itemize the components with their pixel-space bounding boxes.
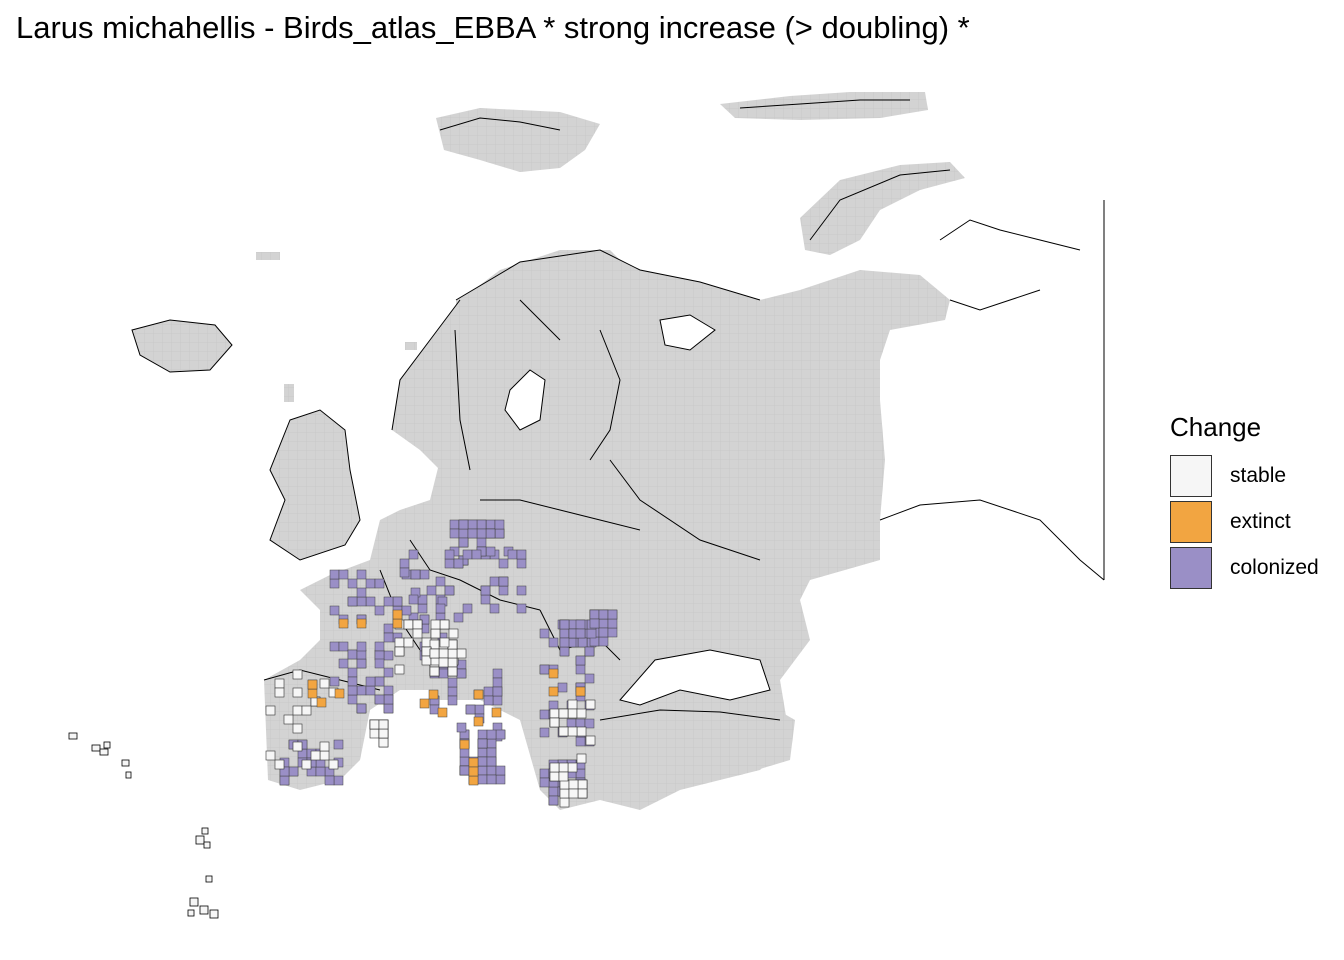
map-title: Larus michahellis - Birds_atlas_EBBA * s… (16, 10, 970, 45)
legend-swatch-colonized (1170, 547, 1212, 589)
seas (504, 314, 771, 706)
legend-label-colonized: colonized (1230, 556, 1319, 579)
legend-item-stable: stable (1170, 453, 1319, 499)
atlantic-islands (68, 732, 219, 919)
country-borders (131, 99, 1105, 721)
legend-label-stable: stable (1230, 464, 1287, 487)
legend: Change stable extinct colonized (1170, 412, 1319, 591)
legend-title: Change (1170, 412, 1262, 442)
legend-item-extinct: extinct (1170, 499, 1319, 545)
legend-label-extinct: extinct (1230, 510, 1291, 533)
legend-item-colonized: colonized (1170, 545, 1319, 591)
stable-cells (265, 619, 596, 808)
extinct-cells (307, 609, 586, 786)
legend-swatch-stable (1170, 455, 1212, 497)
legend-swatch-extinct (1170, 501, 1212, 543)
